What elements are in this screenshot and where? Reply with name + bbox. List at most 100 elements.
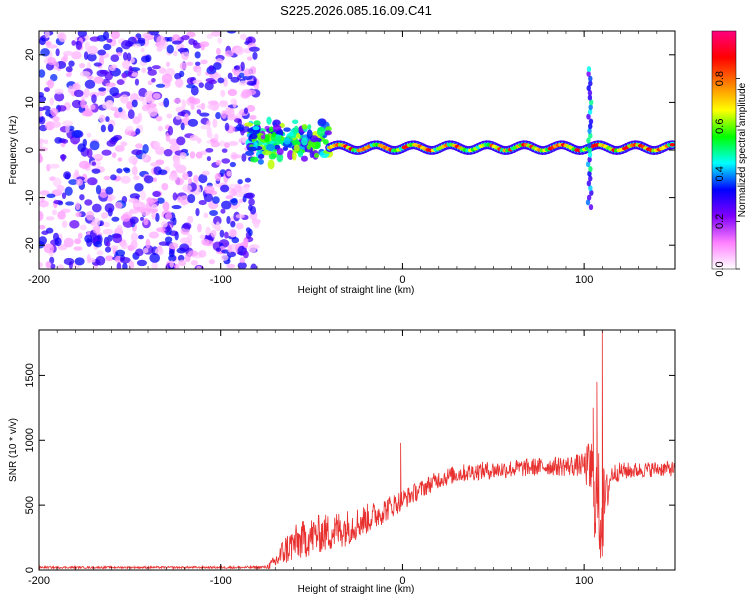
heatmap-cell bbox=[175, 115, 182, 120]
heatmap-cell bbox=[289, 131, 294, 137]
colorbar-tick-label: 0.4 bbox=[714, 166, 726, 181]
heatmap-cell bbox=[120, 141, 128, 147]
heatmap-cell bbox=[235, 124, 245, 132]
heatmap-cell bbox=[226, 215, 231, 225]
heatmap-cell bbox=[50, 73, 58, 82]
heatmap-cell bbox=[92, 217, 101, 227]
heatmap-cell bbox=[244, 150, 255, 156]
heatmap-cell bbox=[206, 33, 213, 40]
heatmap-cell bbox=[316, 126, 326, 137]
heatmap-cell bbox=[122, 60, 130, 69]
heatmap-cell bbox=[293, 125, 299, 135]
heatmap-cell bbox=[107, 196, 113, 203]
heatmap-cell bbox=[143, 217, 149, 226]
heatmap-cell bbox=[247, 146, 258, 152]
heatmap-cell bbox=[41, 230, 49, 235]
heatmap-cell bbox=[163, 97, 170, 108]
heatmap-cell bbox=[234, 185, 242, 193]
heatmap-cell bbox=[51, 120, 62, 128]
heatmap-cell bbox=[177, 259, 187, 267]
heatmap-carrier bbox=[325, 140, 675, 155]
heatmap-cell bbox=[224, 231, 229, 239]
heatmap-cell bbox=[141, 67, 147, 73]
heatmap-cell bbox=[203, 212, 209, 219]
colorbar-label: Normalized spectral amplitude bbox=[737, 82, 748, 217]
heatmap-cell bbox=[227, 113, 237, 121]
heatmap-cell bbox=[85, 211, 95, 221]
heatmap-cell bbox=[142, 247, 149, 254]
heatmap-cell bbox=[268, 126, 274, 133]
heatmap-cell bbox=[208, 259, 215, 265]
heatmap-cell bbox=[242, 250, 249, 259]
heatmap-cell bbox=[220, 208, 226, 214]
heatmap-cell bbox=[224, 50, 234, 57]
heatmap-cell bbox=[100, 212, 109, 219]
heatmap-cell bbox=[297, 150, 304, 158]
heatmap-cell bbox=[175, 78, 184, 88]
x-tick-label: 0 bbox=[399, 575, 405, 587]
heatmap-cell bbox=[79, 63, 86, 69]
heatmap-cell bbox=[177, 111, 187, 117]
heatmap-cell bbox=[163, 148, 173, 157]
heatmap-cell bbox=[174, 72, 182, 80]
heatmap-cell bbox=[62, 120, 73, 127]
heatmap-cell bbox=[131, 99, 138, 108]
heatmap-cell bbox=[189, 151, 196, 159]
heatmap-cell bbox=[265, 143, 276, 152]
heatmap-cell bbox=[207, 104, 215, 110]
heatmap-cell bbox=[588, 75, 593, 82]
y-tick-label: 1500 bbox=[24, 363, 36, 387]
heatmap-cell bbox=[106, 38, 113, 43]
y-tick-label: -10 bbox=[24, 190, 36, 206]
colorbar-tick-label: 0.6 bbox=[714, 119, 726, 134]
heatmap-cell bbox=[130, 232, 139, 243]
heatmap-cell bbox=[215, 221, 221, 230]
heatmap-cell bbox=[46, 193, 56, 198]
heatmap-cell bbox=[173, 97, 182, 104]
heatmap-cell bbox=[301, 124, 308, 130]
heatmap-cell bbox=[214, 172, 222, 182]
heatmap-cell bbox=[57, 264, 65, 269]
heatmap-cell bbox=[138, 96, 145, 102]
heatmap-cell bbox=[147, 69, 157, 76]
heatmap-cell bbox=[91, 94, 97, 104]
heatmap-cell bbox=[586, 194, 592, 201]
heatmap-cell bbox=[84, 41, 91, 52]
heatmap-cell bbox=[179, 62, 188, 70]
heatmap-cell bbox=[52, 177, 62, 188]
y-tick-label: 0 bbox=[24, 147, 36, 153]
heatmap-cell bbox=[220, 89, 226, 98]
heatmap-cell bbox=[49, 256, 55, 265]
x-tick-label: -200 bbox=[28, 274, 50, 286]
heatmap-onset bbox=[244, 116, 334, 170]
heatmap-cell bbox=[168, 138, 179, 145]
snr-series bbox=[39, 330, 675, 570]
heatmap-cell bbox=[128, 65, 133, 76]
heatmap-cell bbox=[47, 57, 57, 66]
heatmap-cell bbox=[154, 247, 164, 256]
heatmap-cell bbox=[118, 107, 123, 113]
heatmap-cell bbox=[98, 114, 106, 123]
heatmap-cell bbox=[156, 197, 165, 204]
heatmap-cell bbox=[131, 72, 139, 77]
heatmap-cell bbox=[283, 127, 291, 132]
heatmap-cell bbox=[250, 263, 257, 269]
heatmap-cell bbox=[223, 77, 228, 87]
heatmap-cell bbox=[226, 31, 237, 34]
heatmap-cell bbox=[107, 123, 114, 133]
heatmap-cell bbox=[198, 82, 204, 88]
heatmap-cell bbox=[110, 136, 119, 142]
heatmap-cell bbox=[208, 65, 215, 72]
heatmap-cell bbox=[181, 99, 186, 109]
snr-ylabel: SNR (10 * v/v) bbox=[8, 418, 19, 482]
heatmap-cell bbox=[86, 254, 91, 264]
y-tick-label: 0 bbox=[24, 567, 36, 573]
heatmap-cell bbox=[84, 234, 93, 243]
heatmap-cell bbox=[126, 101, 134, 110]
heatmap-cell bbox=[212, 196, 220, 204]
heatmap-cell bbox=[274, 135, 282, 145]
heatmap-cell bbox=[54, 92, 65, 102]
heatmap-cell bbox=[62, 50, 74, 56]
heatmap-cell bbox=[201, 170, 210, 176]
